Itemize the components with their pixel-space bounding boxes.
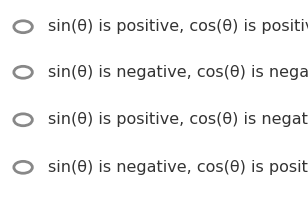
Circle shape: [14, 114, 32, 126]
Text: sin(θ) is positive, cos(θ) is positive: sin(θ) is positive, cos(θ) is positive: [48, 19, 308, 34]
Text: sin(θ) is negative, cos(θ) is negative: sin(θ) is negative, cos(θ) is negative: [48, 65, 308, 80]
Text: sin(θ) is positive, cos(θ) is negative: sin(θ) is positive, cos(θ) is negative: [48, 112, 308, 127]
Circle shape: [14, 66, 32, 78]
Text: sin(θ) is negative, cos(θ) is positive: sin(θ) is negative, cos(θ) is positive: [48, 160, 308, 175]
Circle shape: [14, 161, 32, 173]
Circle shape: [14, 21, 32, 33]
